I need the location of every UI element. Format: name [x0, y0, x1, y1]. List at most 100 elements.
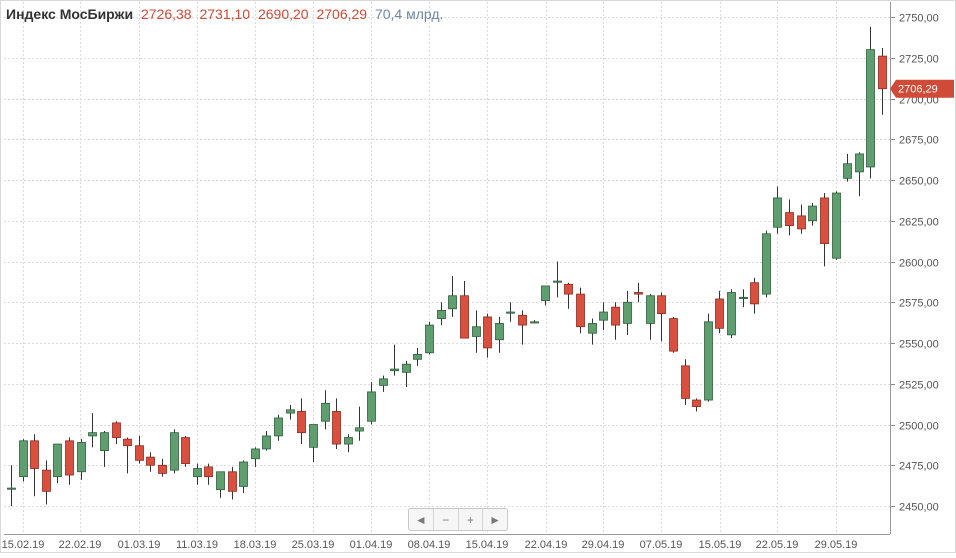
candle	[88, 413, 97, 448]
candle	[832, 191, 841, 260]
candle	[228, 466, 237, 500]
candle-body	[506, 311, 515, 314]
candle	[123, 437, 132, 474]
candle-body	[228, 471, 237, 492]
candle	[30, 434, 39, 497]
candle-body	[599, 311, 608, 321]
candle	[413, 347, 422, 366]
candle	[402, 360, 411, 388]
candle	[727, 289, 736, 339]
candle-body	[588, 323, 597, 334]
chart-navigation: ◄ − + ►	[408, 508, 508, 531]
candle	[878, 47, 887, 115]
candle	[332, 398, 341, 449]
candle-body	[553, 280, 562, 283]
candle-body	[7, 487, 16, 490]
candle-body	[53, 443, 62, 478]
candle	[100, 431, 109, 467]
x-tick-label: 29.04.19	[582, 539, 625, 551]
candle	[495, 316, 504, 353]
candle	[472, 310, 481, 353]
candle	[77, 439, 86, 480]
candle	[739, 289, 748, 308]
y-tick-label: 2725,00	[899, 54, 939, 66]
candle-body	[402, 363, 411, 373]
zoom-in-button[interactable]: +	[459, 509, 484, 530]
volume-value: 70,4 млрд.	[374, 6, 444, 22]
candle-body	[193, 468, 202, 478]
candle-body	[204, 466, 213, 478]
candle-body	[704, 321, 713, 401]
candle-body	[344, 437, 353, 445]
candle	[216, 471, 225, 498]
candle-body	[30, 440, 39, 469]
candle-body	[855, 153, 864, 173]
candle	[704, 313, 713, 402]
candle	[181, 435, 190, 467]
candle	[65, 437, 74, 485]
candle-body	[158, 464, 167, 474]
candle	[773, 186, 782, 234]
candle-body	[19, 440, 28, 478]
y-tick-label: 2625,00	[899, 217, 939, 229]
candle	[460, 281, 469, 339]
candle-body	[367, 391, 376, 422]
candle-body	[634, 292, 643, 295]
candle-body	[251, 448, 260, 460]
candle-body	[530, 321, 539, 324]
candle-body	[135, 445, 144, 461]
candle-body	[472, 326, 481, 337]
candle	[321, 390, 330, 430]
candle-body	[727, 292, 736, 336]
low-value: 2690,20	[257, 6, 309, 22]
candle	[611, 302, 620, 340]
candle-body	[681, 365, 690, 399]
candle-body	[785, 212, 794, 227]
candle-body	[262, 435, 271, 450]
x-tick-label: 08.04.19	[408, 539, 451, 551]
y-tick-label: 2675,00	[899, 135, 939, 147]
candle-body	[88, 432, 97, 437]
candle-body	[808, 205, 817, 222]
candle-body	[495, 323, 504, 341]
candle	[599, 302, 608, 330]
candle-body	[750, 282, 759, 305]
candle	[797, 204, 806, 234]
candle	[19, 439, 28, 482]
candle-body	[739, 296, 748, 299]
zoom-out-button[interactable]: −	[434, 509, 459, 530]
candle-body	[390, 368, 399, 372]
candle-body	[42, 469, 51, 492]
candle	[437, 302, 446, 326]
candle	[541, 285, 550, 306]
x-tick-label: 11.03.19	[176, 539, 218, 551]
candle	[530, 320, 539, 324]
candle-body	[332, 411, 341, 445]
candle	[843, 153, 852, 182]
candle-body	[715, 298, 724, 329]
candle	[355, 406, 364, 441]
candle	[820, 193, 829, 267]
candle	[42, 460, 51, 505]
candle-body	[541, 285, 550, 302]
candle-body	[309, 424, 318, 448]
candle-body	[112, 422, 121, 438]
scroll-left-button[interactable]: ◄	[409, 509, 434, 530]
candle	[448, 276, 457, 317]
candle-body	[379, 378, 388, 386]
candle	[274, 414, 283, 441]
y-tick-label: 2525,00	[899, 380, 939, 392]
candle	[112, 421, 121, 445]
candle-body	[100, 432, 109, 451]
scroll-right-button[interactable]: ►	[489, 512, 502, 527]
candle	[425, 321, 434, 355]
candle-body	[518, 314, 527, 326]
candle	[855, 152, 864, 197]
candle	[588, 318, 597, 345]
x-tick-label: 07.05.19	[640, 539, 683, 551]
candle	[669, 316, 678, 353]
candle-body	[123, 438, 132, 447]
y-tick-label: 2600,00	[899, 258, 939, 270]
